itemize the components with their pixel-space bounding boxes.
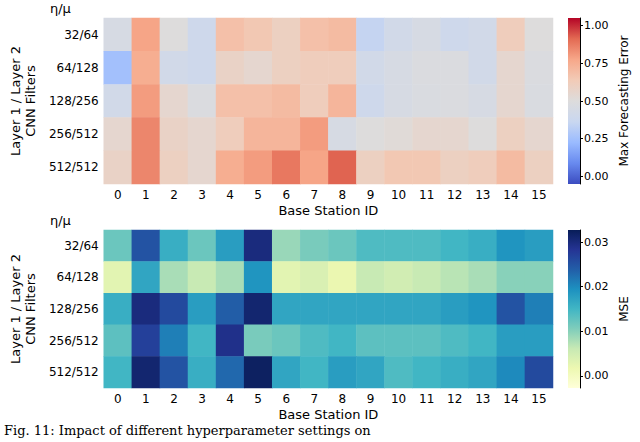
svg-text:2: 2 [170,188,178,202]
svg-text:32/64: 32/64 [64,239,99,253]
svg-text:4: 4 [226,392,234,406]
svg-text:Fig. 11: Impact of different h: Fig. 11: Impact of different hyperparame… [4,423,371,438]
svg-text:η/μ: η/μ [50,213,71,228]
svg-text:5: 5 [254,188,262,202]
svg-text:Base Station ID: Base Station ID [278,407,378,422]
svg-text:0.50: 0.50 [584,95,609,108]
svg-text:13: 13 [475,188,490,202]
svg-text:5: 5 [254,392,262,406]
svg-text:Layer 1 / Layer 2: Layer 1 / Layer 2 [8,254,23,364]
svg-text:14: 14 [503,188,518,202]
svg-text:10: 10 [391,392,406,406]
svg-text:7: 7 [311,392,319,406]
svg-text:32/64: 32/64 [64,28,99,42]
svg-text:11: 11 [419,392,434,406]
svg-text:0.00: 0.00 [584,369,609,382]
svg-text:0: 0 [114,188,122,202]
svg-text:0.75: 0.75 [584,57,609,70]
svg-text:512/512: 512/512 [49,365,99,379]
svg-text:1: 1 [142,392,150,406]
svg-text:64/128: 64/128 [57,61,99,75]
svg-text:15: 15 [531,392,546,406]
svg-text:4: 4 [226,188,234,202]
svg-text:1: 1 [142,188,150,202]
svg-text:8: 8 [339,188,347,202]
svg-text:7: 7 [311,188,319,202]
svg-text:Layer 1 / Layer 2: Layer 1 / Layer 2 [8,46,23,156]
svg-text:13: 13 [475,392,490,406]
svg-text:0.00: 0.00 [584,170,609,183]
svg-text:12: 12 [447,188,462,202]
svg-text:0.02: 0.02 [584,280,609,293]
svg-text:256/512: 256/512 [49,334,99,348]
svg-text:MSE: MSE [617,296,631,322]
svg-text:15: 15 [531,188,546,202]
svg-text:128/256: 128/256 [49,302,99,316]
svg-text:6: 6 [282,392,290,406]
svg-text:6: 6 [282,188,290,202]
svg-text:10: 10 [391,188,406,202]
svg-text:12: 12 [447,392,462,406]
svg-text:8: 8 [339,392,347,406]
svg-text:3: 3 [198,188,206,202]
svg-text:0: 0 [114,392,122,406]
svg-text:9: 9 [367,392,375,406]
svg-text:1.00: 1.00 [584,19,609,32]
svg-text:9: 9 [367,188,375,202]
svg-text:256/512: 256/512 [49,127,99,141]
svg-text:512/512: 512/512 [49,160,99,174]
svg-text:Base Station ID: Base Station ID [278,203,378,218]
svg-text:η/μ: η/μ [50,1,71,16]
svg-text:Max Forecasting Error: Max Forecasting Error [617,35,631,166]
svg-text:CNN Filters: CNN Filters [23,273,38,345]
svg-text:11: 11 [419,188,434,202]
svg-text:128/256: 128/256 [49,94,99,108]
svg-text:CNN Filters: CNN Filters [23,65,38,137]
svg-text:14: 14 [503,392,518,406]
svg-text:0.03: 0.03 [584,236,609,249]
svg-text:0.01: 0.01 [584,325,609,338]
svg-text:64/128: 64/128 [57,270,99,284]
svg-text:2: 2 [170,392,178,406]
svg-text:3: 3 [198,392,206,406]
svg-text:0.25: 0.25 [584,132,609,145]
